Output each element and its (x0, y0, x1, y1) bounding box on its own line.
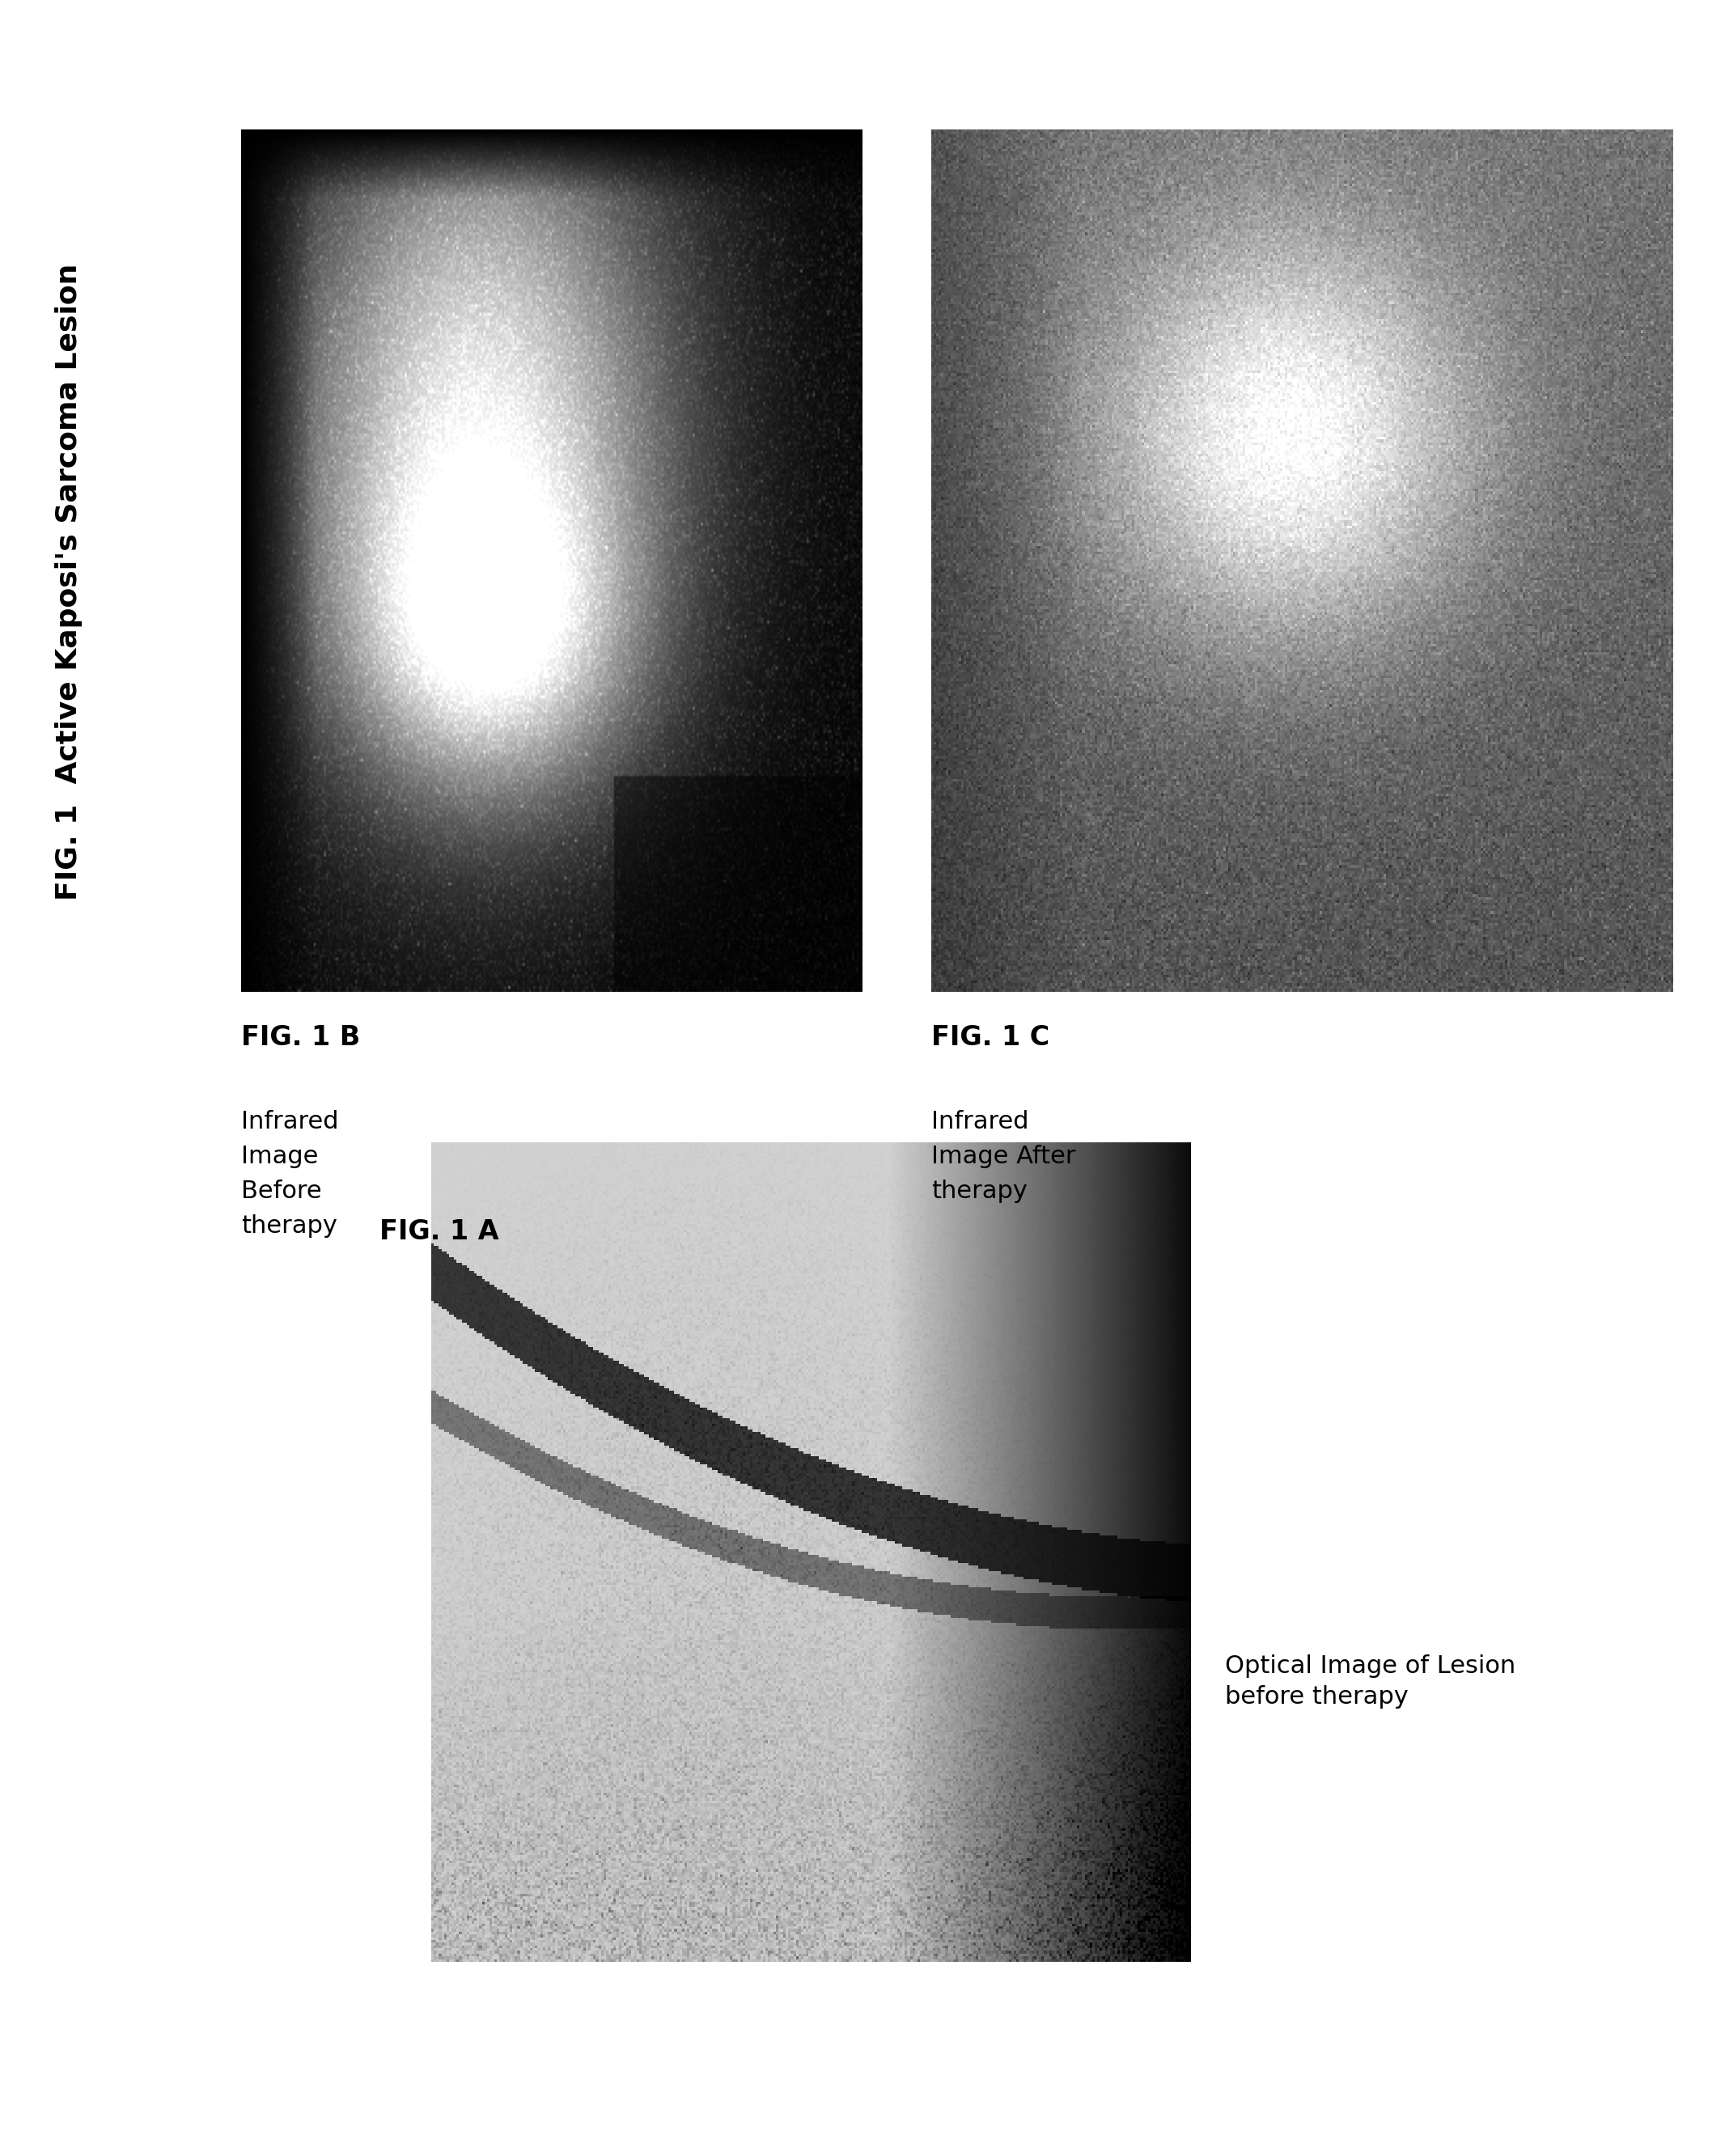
Text: Optical Image of Lesion
before therapy: Optical Image of Lesion before therapy (1225, 1654, 1516, 1710)
Text: Infrared
Image After
therapy: Infrared Image After therapy (932, 1110, 1076, 1203)
Text: FIG. 1 C: FIG. 1 C (932, 1024, 1051, 1050)
Text: Infrared
Image
Before
therapy: Infrared Image Before therapy (242, 1110, 340, 1238)
Text: FIG. 1  Active Kaposi's Sarcoma Lesion: FIG. 1 Active Kaposi's Sarcoma Lesion (55, 263, 83, 901)
Text: FIG. 1 A: FIG. 1 A (380, 1218, 499, 1244)
Text: FIG. 1 B: FIG. 1 B (242, 1024, 361, 1050)
